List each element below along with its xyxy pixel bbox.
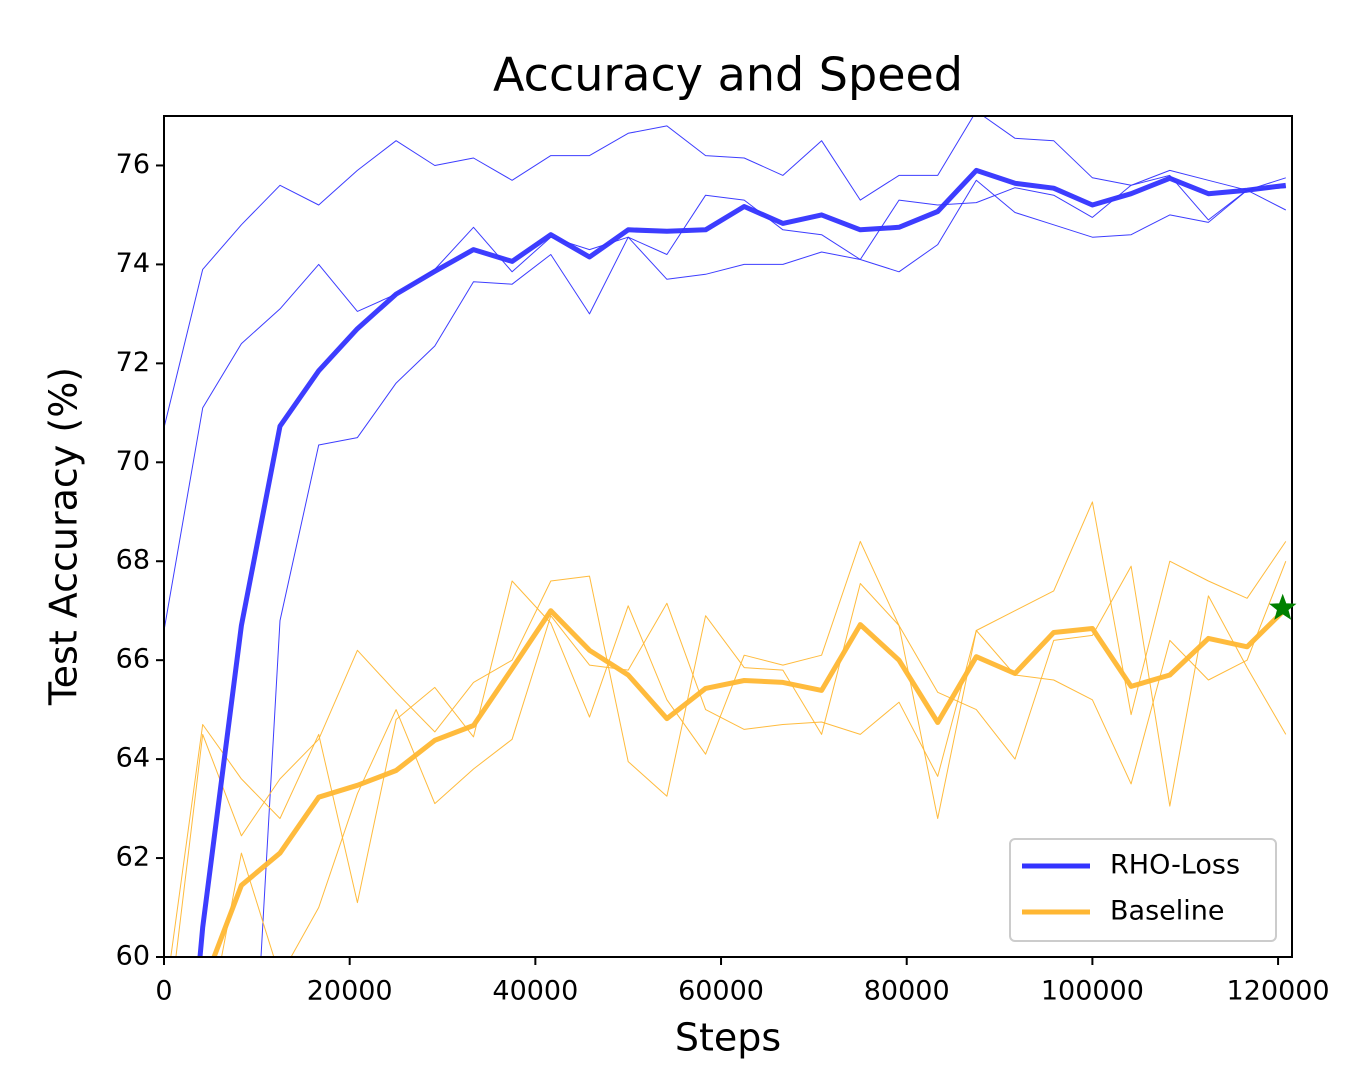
x-tick-label: 20000 [307,976,393,1007]
x-tick-label: 0 [155,976,172,1007]
y-tick-label: 74 [116,248,150,279]
star-marker [1269,593,1297,620]
chart-title: Accuracy and Speed [493,48,963,102]
x-tick-label: 100000 [1041,976,1144,1007]
y-tick-label: 64 [116,743,150,774]
y-tick-label: 60 [116,941,150,972]
series-line [221,561,1287,957]
x-tick-label: 120000 [1227,976,1330,1007]
legend-label: RHO-Loss [1110,850,1240,881]
y-tick-label: 72 [116,347,150,378]
x-axis-label: Steps [675,1016,781,1060]
series-line [197,167,1287,957]
x-tick-label: 60000 [678,976,764,1007]
series-line [164,179,1287,631]
plot-area [164,116,1288,957]
x-tick-label: 40000 [492,976,578,1007]
series-line [260,174,1286,957]
series-line [175,565,1287,957]
plot-frame [163,115,1293,958]
legend-label: Baseline [1110,896,1224,927]
y-axis-label: Test Accuracy (%) [42,367,86,706]
x-tick-label: 80000 [864,976,950,1007]
series-line [170,501,1287,957]
series-line [211,606,1288,957]
y-tick-label: 70 [116,446,150,477]
y-tick-label: 68 [116,545,150,576]
y-tick-label: 76 [116,149,150,180]
series-line [164,116,1286,428]
y-tick-label: 62 [116,842,150,873]
y-tick-label: 66 [116,644,150,675]
